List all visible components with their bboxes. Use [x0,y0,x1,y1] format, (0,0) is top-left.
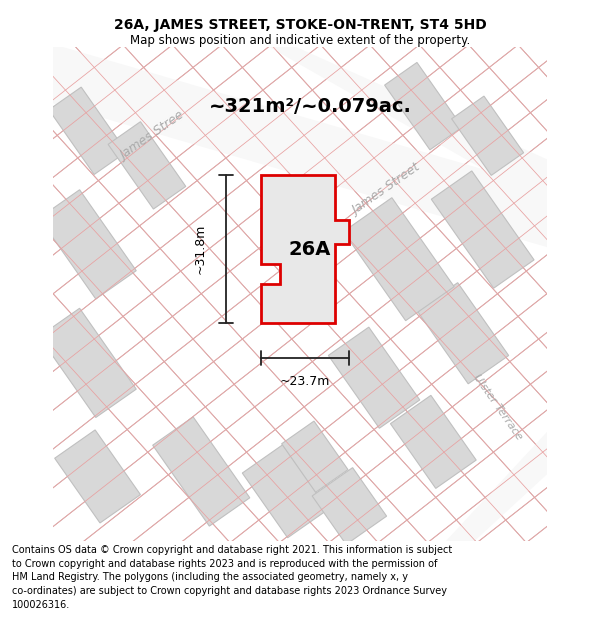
Polygon shape [385,62,462,150]
Polygon shape [260,175,349,323]
Polygon shape [417,282,509,384]
Text: Contains OS data © Crown copyright and database right 2021. This information is : Contains OS data © Crown copyright and d… [12,545,452,555]
Text: James Stree: James Stree [118,109,187,162]
Polygon shape [153,417,250,526]
Polygon shape [39,308,136,418]
Polygon shape [281,421,348,492]
Text: 26A: 26A [289,240,331,259]
Polygon shape [108,122,186,209]
Text: Map shows position and indicative extent of the property.: Map shows position and indicative extent… [130,34,470,47]
Text: ~23.7m: ~23.7m [280,375,330,388]
Text: 100026316.: 100026316. [12,600,70,610]
Polygon shape [328,327,420,428]
Polygon shape [391,396,476,488]
Text: James Street: James Street [349,162,422,218]
Polygon shape [424,432,572,565]
Text: 26A, JAMES STREET, STOKE-ON-TRENT, ST4 5HD: 26A, JAMES STREET, STOKE-ON-TRENT, ST4 5… [113,18,487,32]
Text: ~31.8m: ~31.8m [193,224,206,274]
Text: co-ordinates) are subject to Crown copyright and database rights 2023 Ordnance S: co-ordinates) are subject to Crown copyr… [12,586,447,596]
Text: ~321m²/~0.079ac.: ~321m²/~0.079ac. [208,97,412,116]
Text: HM Land Registry. The polygons (including the associated geometry, namely x, y: HM Land Registry. The polygons (includin… [12,572,408,582]
Polygon shape [39,190,136,299]
Polygon shape [55,430,140,523]
Text: Ulster Terrace: Ulster Terrace [471,372,524,442]
Polygon shape [49,87,127,174]
Polygon shape [226,22,572,219]
Polygon shape [28,37,572,254]
Polygon shape [312,468,386,544]
Polygon shape [431,171,534,288]
Polygon shape [242,445,328,538]
Polygon shape [343,198,454,321]
Polygon shape [452,96,524,176]
Text: to Crown copyright and database rights 2023 and is reproduced with the permissio: to Crown copyright and database rights 2… [12,559,437,569]
